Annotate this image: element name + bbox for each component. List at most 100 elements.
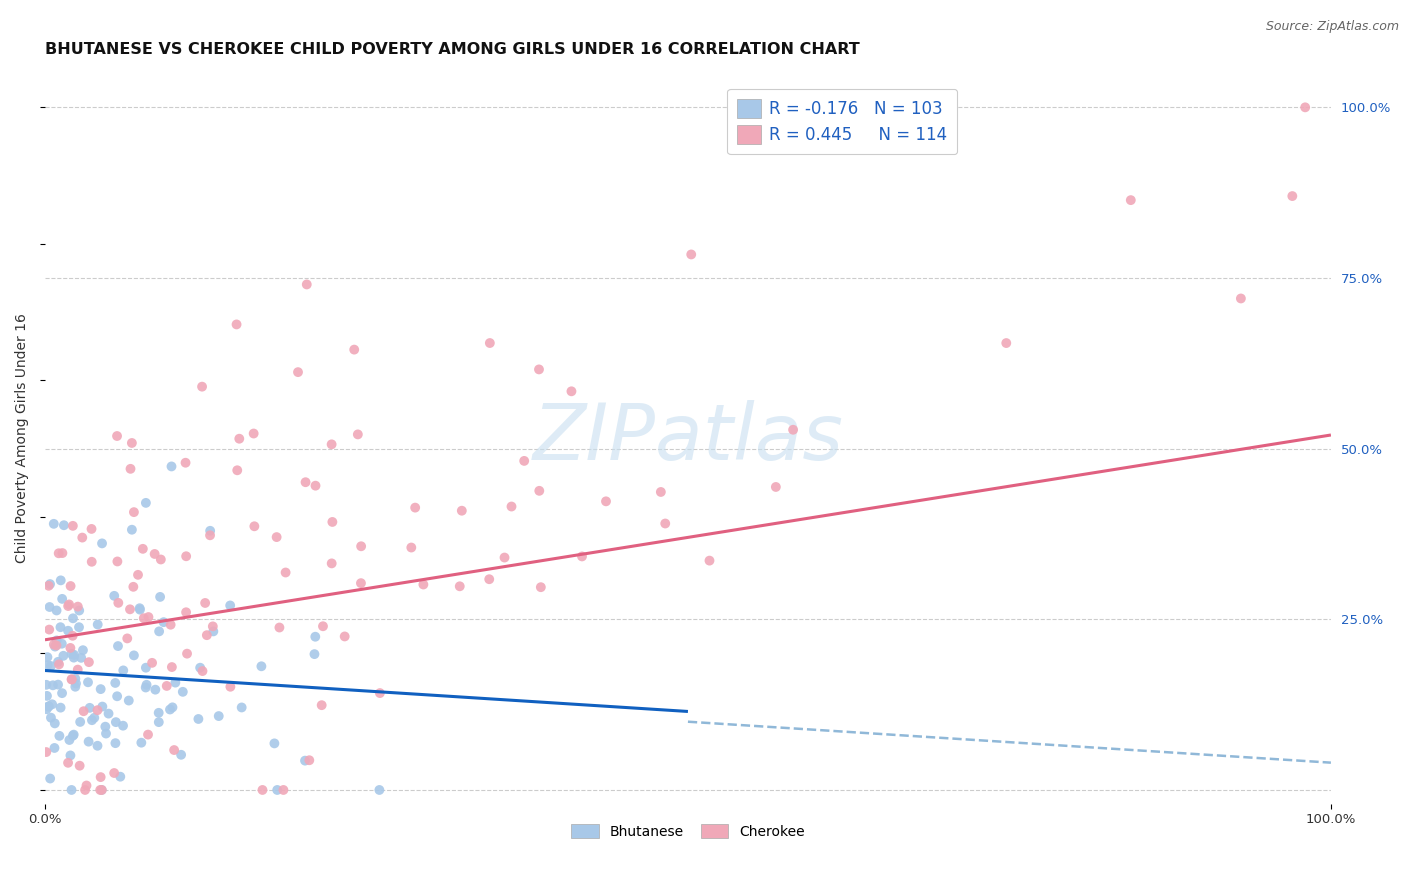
Point: [104, 715, 127, 730]
Point: [148, 715, 170, 730]
Point: [494, 550, 516, 565]
Point: [58, 733, 80, 747]
Point: [368, 783, 391, 797]
Point: [231, 700, 253, 714]
Point: [135, 661, 157, 675]
Point: [45, 603, 67, 617]
Point: [48, 729, 70, 743]
Point: [112, 664, 135, 678]
Point: [39, 711, 62, 725]
Point: [59, 579, 82, 593]
Point: [56, 624, 79, 638]
Point: [122, 648, 145, 663]
Point: [48, 546, 70, 560]
Point: [44, 741, 66, 756]
Point: [263, 736, 285, 750]
Point: [46, 655, 69, 669]
Point: [66, 599, 89, 614]
Point: [49, 620, 72, 634]
Point: [107, 596, 129, 610]
Point: [172, 685, 194, 699]
Point: [174, 456, 197, 470]
Y-axis label: Child Poverty Among Girls Under 16: Child Poverty Among Girls Under 16: [15, 313, 30, 564]
Point: [58, 598, 80, 612]
Point: [86, 703, 108, 717]
Point: [69, 758, 91, 772]
Point: [91, 699, 114, 714]
Point: [51, 591, 73, 606]
Point: [104, 736, 127, 750]
Point: [46, 678, 69, 692]
Point: [650, 485, 672, 500]
Point: [63, 648, 86, 662]
Point: [51, 546, 73, 560]
Point: [77, 734, 100, 748]
Point: [201, 619, 224, 633]
Point: [118, 693, 141, 707]
Point: [91, 536, 114, 550]
Point: [513, 454, 536, 468]
Point: [51, 686, 73, 700]
Point: [401, 541, 423, 555]
Point: [105, 554, 128, 568]
Point: [350, 576, 373, 591]
Point: [529, 483, 551, 498]
Point: [62, 728, 84, 742]
Point: [478, 572, 501, 586]
Point: [75, 783, 97, 797]
Point: [94, 726, 117, 740]
Point: [252, 783, 274, 797]
Point: [176, 647, 198, 661]
Point: [80, 713, 103, 727]
Point: [135, 678, 157, 692]
Point: [127, 567, 149, 582]
Point: [135, 681, 157, 695]
Point: [135, 496, 157, 510]
Point: [294, 475, 316, 490]
Point: [67, 603, 90, 617]
Point: [44, 640, 66, 654]
Point: [699, 553, 721, 567]
Point: [219, 599, 242, 613]
Point: [60, 783, 83, 797]
Point: [37, 658, 59, 673]
Point: [321, 515, 343, 529]
Point: [138, 610, 160, 624]
Point: [273, 783, 295, 797]
Point: [77, 655, 100, 669]
Point: [333, 630, 356, 644]
Point: [191, 664, 214, 678]
Point: [368, 686, 391, 700]
Point: [159, 702, 181, 716]
Point: [122, 505, 145, 519]
Point: [42, 516, 65, 531]
Point: [60, 647, 83, 661]
Text: ZIPatlas: ZIPatlas: [533, 401, 844, 476]
Point: [162, 700, 184, 714]
Point: [42, 638, 65, 652]
Point: [44, 716, 66, 731]
Point: [148, 706, 170, 720]
Point: [242, 426, 264, 441]
Point: [97, 706, 120, 721]
Point: [52, 648, 75, 663]
Point: [149, 590, 172, 604]
Point: [141, 656, 163, 670]
Point: [38, 579, 60, 593]
Point: [170, 747, 193, 762]
Point: [65, 680, 87, 694]
Point: [132, 611, 155, 625]
Point: [274, 566, 297, 580]
Point: [128, 601, 150, 615]
Point: [188, 661, 211, 675]
Point: [266, 783, 288, 797]
Point: [41, 698, 63, 712]
Point: [62, 629, 84, 643]
Point: [120, 462, 142, 476]
Point: [107, 639, 129, 653]
Point: [59, 748, 82, 763]
Point: [148, 624, 170, 639]
Point: [129, 602, 152, 616]
Text: Source: ZipAtlas.com: Source: ZipAtlas.com: [1265, 20, 1399, 33]
Point: [69, 714, 91, 729]
